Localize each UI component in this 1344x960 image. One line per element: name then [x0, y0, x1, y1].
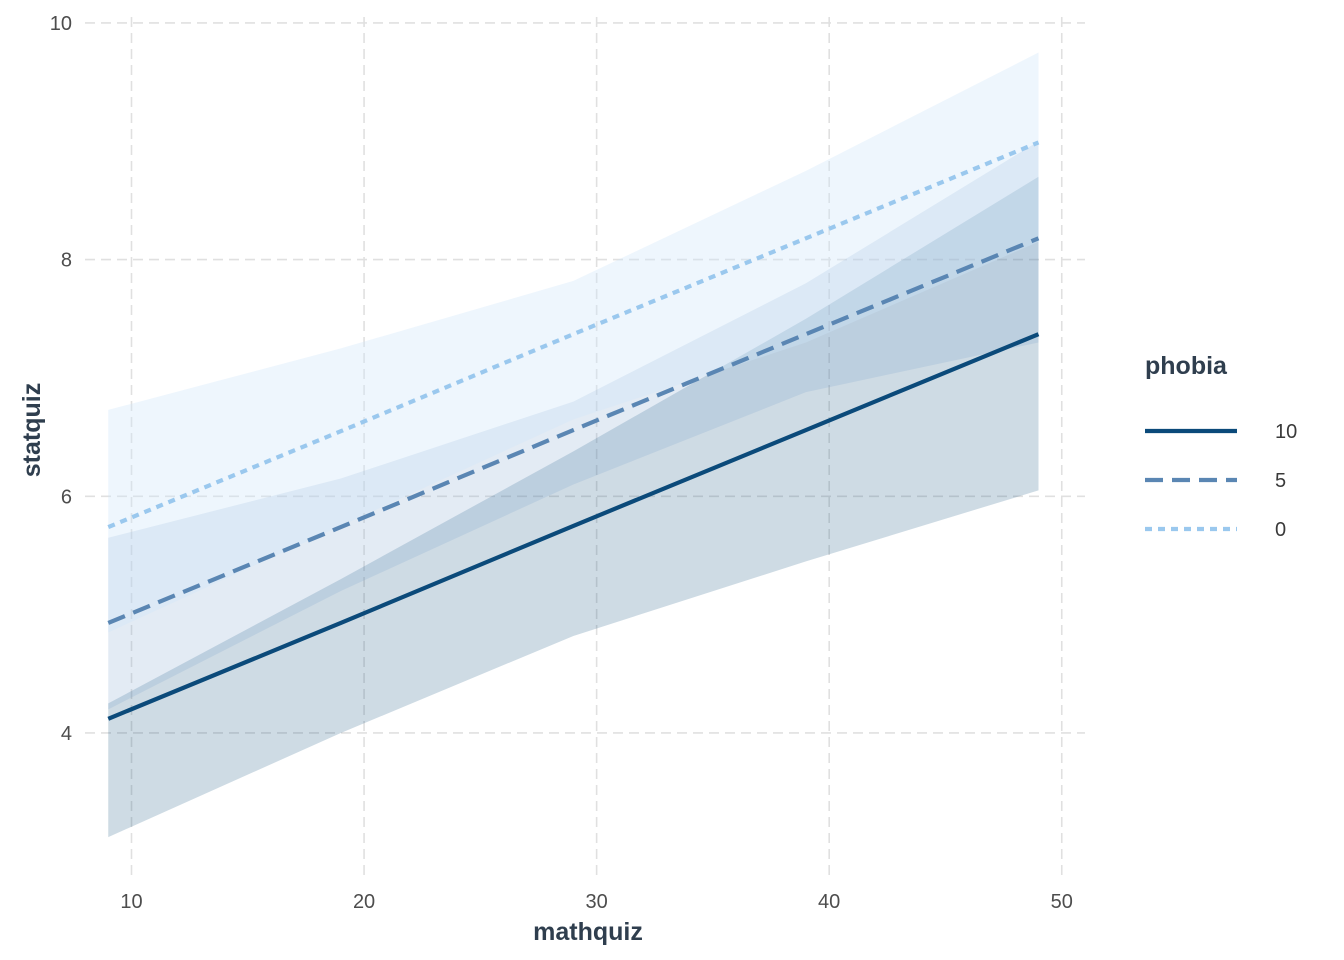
legend-label-0: 0: [1275, 519, 1286, 541]
legend-title: phobia: [1145, 352, 1228, 380]
series-line-0: [107, 140, 1040, 530]
x-axis-title: mathquiz: [533, 918, 643, 946]
ribbon-10: [108, 176, 1039, 838]
ribbon-0: [108, 52, 1039, 633]
y-axis-ticks: 4 6 8 10: [50, 13, 72, 745]
x-tick-label: 50: [1051, 891, 1073, 913]
x-tick-label: 40: [818, 891, 840, 913]
series-line-5: [107, 236, 1040, 625]
y-tick-label: 6: [61, 486, 72, 508]
legend-label-10: 10: [1275, 421, 1297, 443]
y-tick-label: 4: [61, 723, 72, 745]
x-tick-label: 10: [120, 891, 142, 913]
x-axis-ticks: 10 20 30 40 50: [120, 891, 1072, 913]
y-tick-label: 10: [50, 13, 72, 35]
series-line-10: [107, 332, 1040, 721]
series-lines: [107, 140, 1040, 721]
x-tick-label: 20: [353, 891, 375, 913]
legend-label-5: 5: [1275, 470, 1286, 492]
legend: phobia 10 5 0: [1145, 352, 1297, 541]
y-axis-title: statquiz: [18, 383, 46, 477]
y-tick-label: 8: [61, 250, 72, 272]
confidence-ribbons: [108, 52, 1039, 838]
x-tick-label: 30: [586, 891, 608, 913]
grid: [85, 17, 1085, 875]
ribbon-5: [108, 141, 1039, 710]
